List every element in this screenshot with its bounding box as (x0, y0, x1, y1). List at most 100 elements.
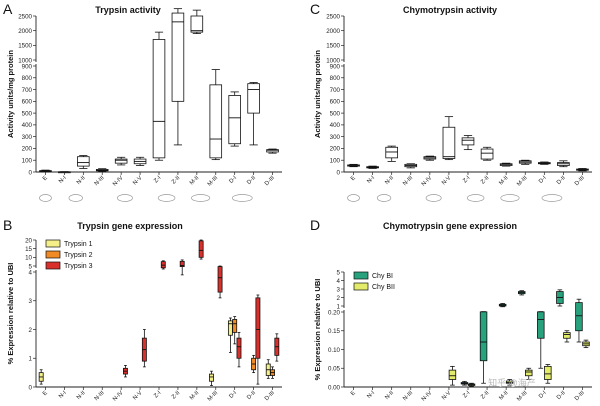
panel-letter: B (3, 217, 12, 233)
box-trypsin-1-e (38, 369, 44, 385)
x-tick-label: N-II (384, 390, 395, 401)
larva-stage-icon (376, 194, 392, 202)
box-chy-bi-z-i (460, 380, 469, 386)
box-chy-bii-m-ii (505, 379, 514, 386)
y-tick-label: 2 (337, 295, 341, 302)
y-tick-label: 10 (25, 255, 32, 262)
y-tick-label: 3 (29, 298, 33, 305)
x-tick-label: M-III (516, 175, 529, 188)
x-tick-label: N-IV (112, 390, 125, 403)
x-tick-label: M-II (189, 175, 201, 187)
watermark-text: 知乎 @海产 (488, 377, 536, 388)
y-tick-label: 2500 (326, 13, 340, 20)
box (190, 15, 204, 33)
box-trypsin-1-d-i (227, 317, 233, 353)
y-tick-label: 200 (22, 146, 33, 153)
x-tick-label: N-IV (112, 175, 125, 188)
y-axis-label: Activity units/mg protein (313, 50, 322, 138)
larva-stage-icon (116, 194, 133, 202)
box (442, 126, 456, 159)
box-chy-bii-d-iii (582, 339, 590, 349)
legend-swatch (45, 261, 61, 270)
box-chy-bi-m-ii (498, 303, 507, 308)
legend-swatch (353, 271, 369, 280)
y-tick-label: 800 (22, 75, 33, 82)
x-tick-label: E (350, 390, 357, 397)
x-tick-label: E (42, 390, 49, 397)
x-tick-label: N-I (58, 390, 68, 400)
y-tick-label: 1 (29, 356, 33, 363)
box (179, 260, 185, 268)
box-n-ii (77, 155, 90, 169)
y-tick-label: 100 (22, 158, 33, 165)
box-trypsin-1-d-iii (265, 359, 271, 379)
legend-swatch (353, 282, 369, 291)
x-tick-label: D-II (246, 175, 257, 186)
x-tick-label: M-III (207, 175, 220, 188)
box (525, 369, 533, 377)
y-tick-label: 2000 (18, 28, 32, 35)
y-tick-label: 900 (330, 63, 341, 70)
panel-d: D Chymotrypsin gene expression % Expressio… (310, 217, 592, 403)
box-trypsin-3-n-v (141, 329, 147, 368)
panel-c: C Chymotrypsin activity Activity units/mg … (310, 1, 592, 202)
x-tick-label: N-V (441, 175, 452, 186)
box (480, 148, 494, 160)
x-tick-label: Z-I (462, 175, 472, 185)
box-n-iv (423, 155, 437, 161)
x-tick-label: N-III (402, 390, 414, 402)
y-tick-label: 0.10 (328, 347, 341, 354)
x-tick-label: M-III (207, 390, 220, 403)
x-tick-label: M-III (516, 390, 529, 403)
x-tick-label: D-III (574, 175, 586, 187)
x-tick-label: N-V (441, 390, 452, 401)
box-m-iii (209, 69, 223, 161)
box-chy-bi-d-iii (575, 298, 583, 343)
box-d-i (228, 91, 241, 147)
box-z-i (461, 135, 475, 151)
x-tick-label: M-II (498, 390, 510, 402)
y-tick-label: 1000 (326, 57, 340, 64)
x-tick-label: N-I (366, 390, 376, 400)
box (385, 146, 399, 159)
x-tick-label: Z-II (480, 390, 491, 401)
box-e (347, 163, 360, 168)
y-tick-label: 0 (337, 169, 341, 176)
box-d-iii (576, 168, 589, 172)
larva-stage-icon (500, 194, 520, 202)
y-tick-label: 15 (25, 246, 32, 253)
box-n-ii (385, 145, 399, 162)
box (563, 332, 571, 339)
box-n-i (58, 171, 71, 174)
box-trypsin-3-m-iii (217, 265, 223, 299)
legend-label: Trypsin 1 (64, 241, 93, 248)
box (228, 95, 241, 145)
y-tick-label: 500 (22, 110, 33, 117)
y-tick-label: 1 (337, 303, 341, 310)
x-tick-label: N-V (132, 390, 143, 401)
box (152, 39, 166, 159)
panel-a: A Trypsin activity Activity units/mg prote… (3, 1, 282, 202)
y-tick-label: 5 (337, 269, 341, 276)
box-n-iv (114, 156, 128, 166)
y-tick-label: 0.05 (328, 366, 341, 373)
box-z-i (152, 31, 166, 161)
x-tick-label: D-I (538, 390, 548, 400)
x-tick-label: D-I (538, 175, 548, 185)
y-tick-label: 0 (29, 169, 33, 176)
box (479, 311, 488, 362)
legend-swatch (45, 250, 61, 259)
x-tick-label: D-III (264, 175, 276, 187)
larva-stage-icon (466, 194, 485, 202)
x-tick-label: N-IV (421, 390, 434, 403)
box-m-ii (190, 9, 204, 34)
x-tick-label: Z-I (153, 390, 163, 400)
x-tick-label: D-III (574, 390, 586, 402)
box (247, 83, 260, 114)
box (537, 311, 545, 339)
x-tick-label: Z-II (171, 175, 182, 186)
y-tick-label: 2000 (326, 28, 340, 35)
box (575, 302, 583, 332)
box-m-iii (518, 159, 532, 165)
x-tick-label: M-II (189, 390, 201, 402)
